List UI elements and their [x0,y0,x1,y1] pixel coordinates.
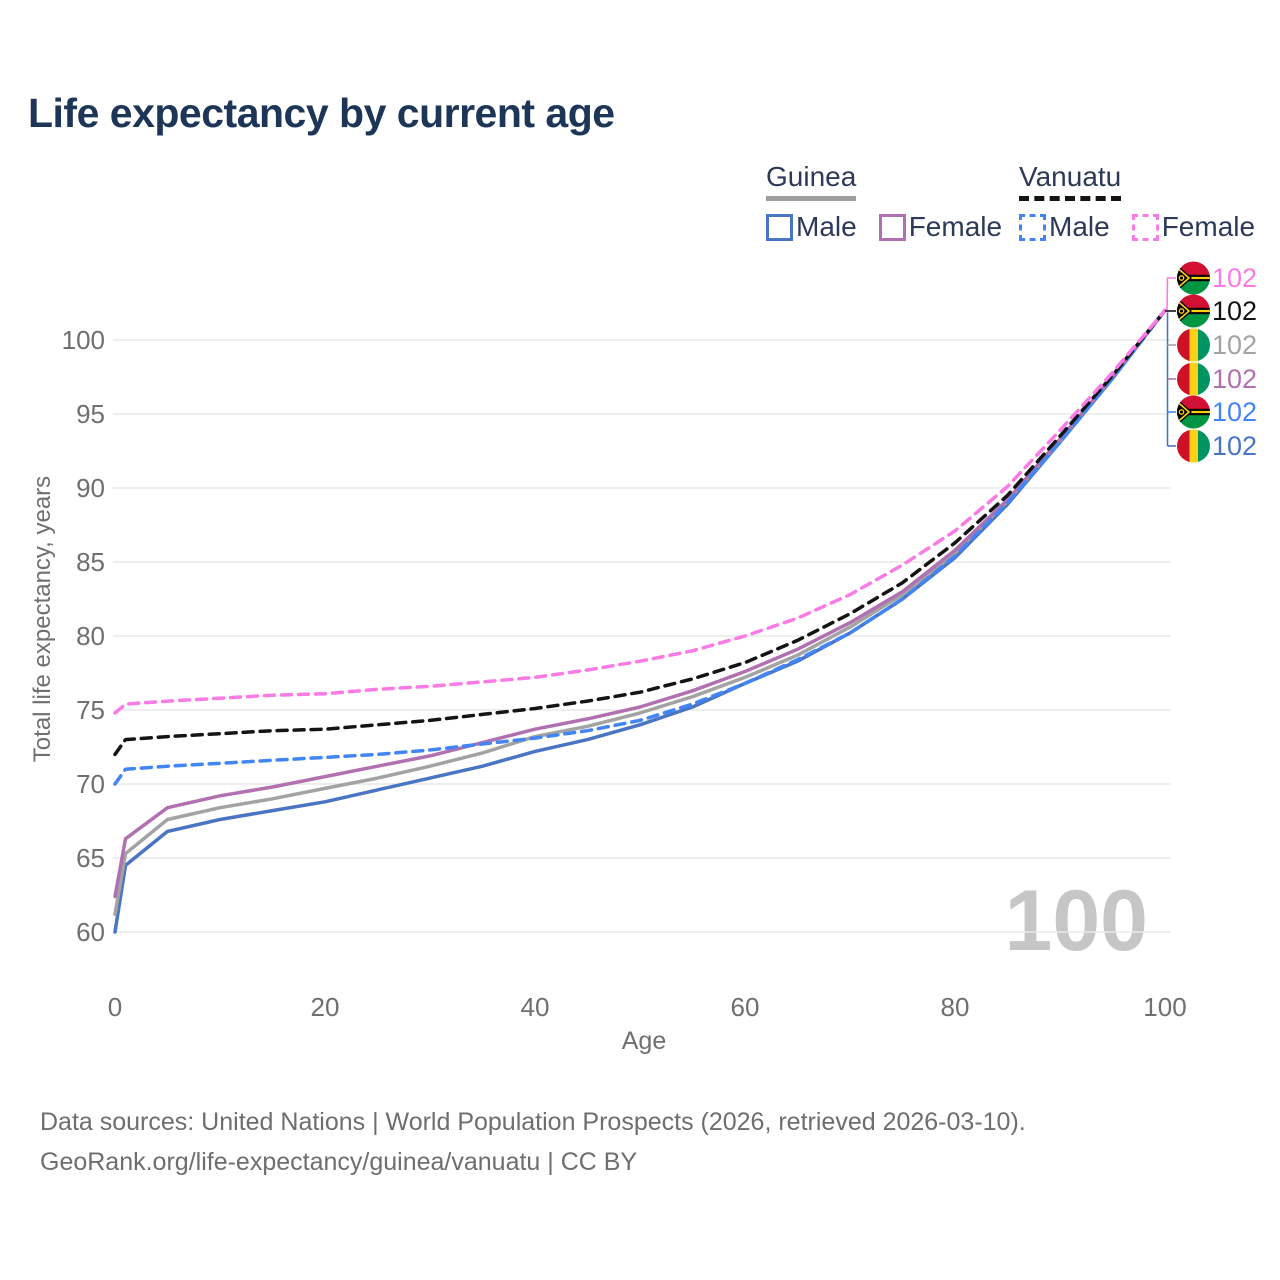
series-line-vanuatu-male[interactable] [113,308,1167,786]
legend-label-guinea-female: Female [908,211,1003,243]
y-tick-label-95: 95 [76,399,105,429]
y-tick-label-85: 85 [76,547,105,577]
legend-label-vanuatu-female: Female [1161,211,1256,243]
series-line-vanuatu[interactable] [113,308,1167,757]
flag-icon-vanuatu [1177,294,1210,328]
end-value-label-guinea-female: 102 [1212,364,1257,394]
legend-item-vanuatu-female[interactable]: Female [1131,211,1256,243]
legend-row-guinea: Male Female [766,211,1002,243]
end-value-label-vanuatu: 102 [1212,296,1257,326]
x-tick-label-20: 20 [311,992,340,1022]
y-tick-label-90: 90 [76,473,105,503]
legend-swatch-vanuatu-female [1131,213,1159,241]
flag-icon-vanuatu [1177,395,1210,429]
series-line-guinea-male[interactable] [113,308,1167,934]
legend-group-vanuatu: Vanuatu Male Female [1019,161,1255,243]
x-tick-label-100: 100 [1143,992,1186,1022]
legend-header-guinea[interactable]: Guinea [766,161,857,202]
series-line-vanuatu-female[interactable] [113,308,1167,715]
series-line-guinea-female[interactable] [113,308,1167,899]
flag-icon-guinea [1177,328,1210,362]
legend-group-guinea: Guinea Male Female [766,161,1002,243]
leader-line-vanuatu-female [1166,277,1176,311]
flag-icon-guinea [1177,362,1210,396]
end-value-label-guinea: 102 [1212,330,1257,360]
y-tick-label-70: 70 [76,769,105,799]
y-tick-label-65: 65 [76,843,105,873]
legend-item-vanuatu-male[interactable]: Male [1019,211,1110,243]
page-title: Life expectancy by current age [28,90,615,136]
legend-item-guinea-female[interactable]: Female [878,211,1003,243]
end-value-label-vanuatu-male: 102 [1212,397,1257,427]
y-tick-label-80: 80 [76,621,105,651]
legend-swatch-guinea-female [878,213,906,241]
legend-label-vanuatu-male: Male [1049,211,1110,243]
series-line-guinea[interactable] [113,308,1167,916]
x-tick-label-60: 60 [731,992,760,1022]
legend-header-vanuatu[interactable]: Vanuatu [1019,161,1122,202]
legend-item-guinea-male[interactable]: Male [766,211,857,243]
x-tick-label-0: 0 [108,992,122,1022]
y-tick-label-100: 100 [62,325,105,355]
flag-icon-guinea [1177,429,1210,463]
legend-label-guinea-male: Male [796,211,857,243]
flag-icon-vanuatu [1177,261,1210,295]
legend-swatch-guinea-male [766,213,793,241]
legend-swatch-vanuatu-male [1019,213,1046,241]
end-value-label-guinea-male: 102 [1212,431,1257,461]
x-tick-label-80: 80 [941,992,970,1022]
end-value-label-vanuatu-female: 102 [1212,263,1257,293]
footer-attribution: GeoRank.org/life-expectancy/guinea/vanua… [40,1148,638,1176]
x-tick-label-40: 40 [521,992,550,1022]
y-tick-label-75: 75 [76,695,105,725]
y-tick-label-60: 60 [76,917,105,947]
watermark-age-counter: 100 [1005,873,1149,969]
footer-data-sources: Data sources: United Nations | World Pop… [40,1108,1026,1136]
legend-row-vanuatu: Male Female [1019,211,1255,243]
x-axis-title: Age [621,1027,667,1055]
